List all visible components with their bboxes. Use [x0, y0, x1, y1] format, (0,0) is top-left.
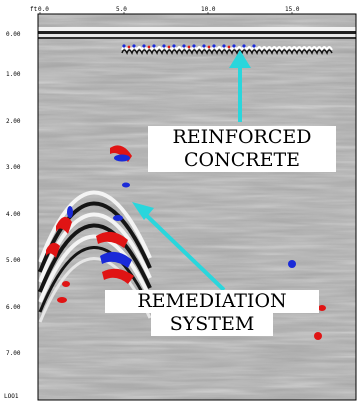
remediation-colored-returns	[46, 145, 326, 340]
x-tick-label: 0.0	[38, 6, 49, 13]
x-axis: ft 0.0 5.0 10.0 15.0	[30, 6, 300, 14]
y-tick-label: 0.00	[6, 31, 21, 38]
y-unit-label: LOO1	[4, 393, 19, 400]
axis-corner-label: ft	[30, 6, 38, 13]
y-tick-label: 6.00	[6, 304, 21, 311]
arrow-icon	[229, 50, 251, 122]
scan-area	[38, 14, 356, 400]
remediation-annotation: REMEDIATION SYSTEM	[104, 290, 320, 336]
y-axis: 0.00 1.00 2.00 3.00 4.00 5.00 6.00 7.00 …	[4, 31, 21, 400]
y-tick-label: 7.00	[6, 350, 21, 357]
rebar-annotation: REINFORCED CONCRETE	[146, 126, 338, 172]
y-tick-label: 4.00	[6, 211, 21, 218]
x-tick-label: 15.0	[285, 6, 300, 13]
x-tick-label: 10.0	[201, 6, 216, 13]
rebar-reflections	[121, 44, 333, 55]
y-tick-label: 3.00	[6, 164, 21, 171]
x-tick-label: 5.0	[116, 6, 127, 13]
y-tick-label: 1.00	[6, 71, 21, 78]
y-tick-label: 5.00	[6, 257, 21, 264]
annotation-line: REMEDIATION	[105, 290, 319, 313]
annotation-line: SYSTEM	[151, 313, 273, 336]
y-tick-label: 2.00	[6, 118, 21, 125]
arrow-icon	[132, 202, 226, 292]
annotation-line: REINFORCED	[148, 126, 336, 149]
annotation-line: CONCRETE	[148, 149, 336, 172]
